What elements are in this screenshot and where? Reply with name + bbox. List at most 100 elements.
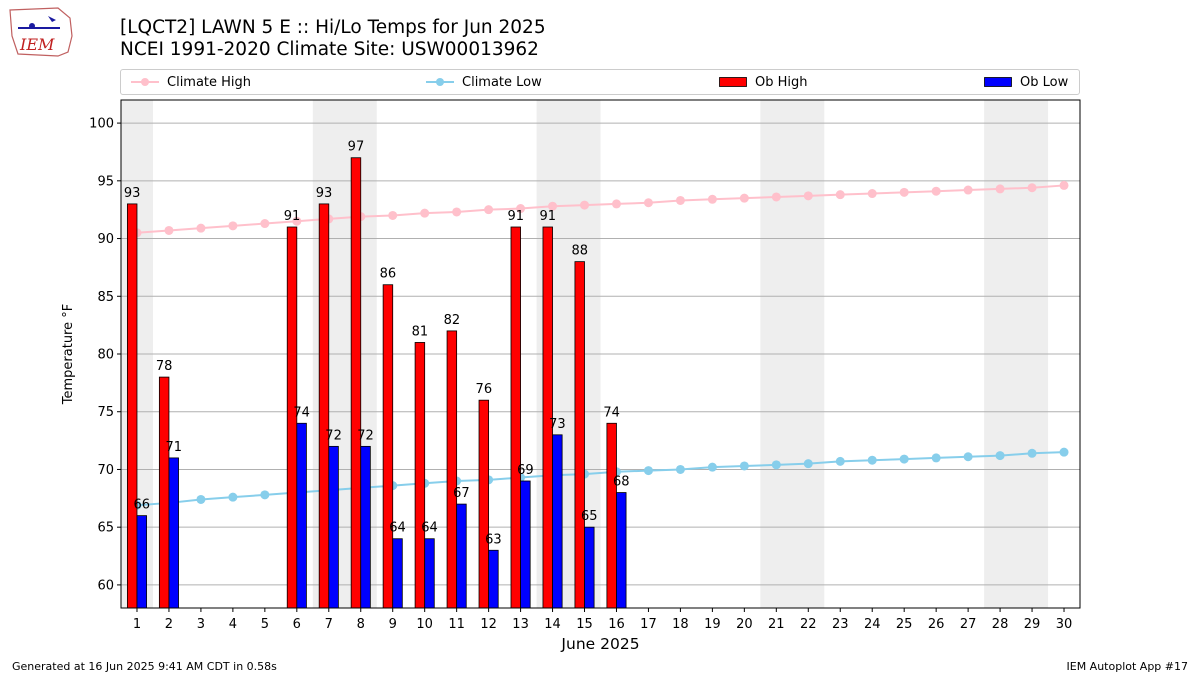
generated-timestamp: Generated at 16 Jun 2025 9:41 AM CDT in … (12, 660, 277, 673)
climate-high-point (516, 204, 526, 214)
ob-low-bar (584, 526, 595, 609)
ob-high-bar-label: 81 (412, 324, 429, 339)
ob-low-bar (520, 480, 531, 609)
x-tick-label: 11 (448, 617, 465, 632)
x-tick-label: 24 (864, 617, 881, 632)
climate-high-point (452, 207, 462, 217)
ob-low-bar-label: 72 (357, 428, 374, 443)
x-tick-label: 19 (704, 617, 721, 632)
ob-high-bar-label: 86 (380, 267, 397, 282)
ob-high-bar-label: 91 (284, 209, 301, 224)
ob-high-bar (478, 399, 490, 609)
x-tick-label: 8 (357, 617, 365, 632)
x-tick-label: 25 (896, 617, 913, 632)
ob-high-bar (318, 203, 330, 609)
climate-low-point (867, 455, 877, 465)
climate-high-point (675, 195, 685, 205)
ob-high-bar-label: 91 (539, 209, 556, 224)
climate-high-point (803, 191, 813, 201)
plot-frame (120, 99, 1081, 609)
ob-high-bar-label: 76 (476, 382, 493, 397)
climate-high-point (196, 223, 206, 233)
autoplot-app-label: IEM Autoplot App #17 (1066, 660, 1189, 673)
ob-high-bar (350, 157, 362, 609)
legend-label: Climate Low (462, 74, 542, 90)
climate-high-point (228, 221, 238, 231)
ob-low-bar-label: 73 (549, 417, 566, 432)
ob-high-bar-label: 97 (348, 140, 365, 155)
ob-high-bar-label: 93 (316, 186, 333, 201)
y-axis-label: Temperature °F (61, 304, 76, 405)
ob-high-bar-swatch (719, 77, 747, 87)
x-tick-label: 27 (960, 617, 977, 632)
y-tick-label: 70 (97, 463, 114, 478)
y-tick-label: 95 (97, 174, 114, 189)
climate-high-point (484, 205, 494, 215)
x-tick-label: 17 (640, 617, 657, 632)
ob-high-bar-label: 78 (156, 359, 173, 374)
chart-legend: Climate High Climate Low Ob High Ob Low (120, 69, 1080, 95)
climate-low-point (739, 461, 749, 471)
x-tick-label: 26 (928, 617, 945, 632)
ob-high-bar (382, 284, 394, 609)
ob-low-bar-label: 67 (453, 486, 470, 501)
climate-high-point (771, 192, 781, 202)
x-tick-label: 21 (768, 617, 785, 632)
climate-low-point (771, 460, 781, 470)
svg-text:IEM: IEM (19, 35, 55, 54)
climate-high-line (136, 184, 1065, 234)
y-tick-label: 65 (97, 521, 114, 536)
y-tick-label: 85 (97, 290, 114, 305)
x-tick-label: 13 (512, 617, 529, 632)
ob-low-bar (552, 434, 563, 609)
x-tick-label: 12 (480, 617, 497, 632)
ob-low-bar-label: 66 (134, 498, 151, 513)
climate-low-point (1027, 448, 1037, 458)
ob-high-bar (574, 261, 585, 609)
climate-low-point (260, 490, 270, 500)
ob-low-bar-label: 65 (581, 509, 598, 524)
climate-low-point (963, 452, 973, 462)
x-tick-label: 2 (165, 617, 173, 632)
x-tick-label: 10 (416, 617, 433, 632)
ob-high-bar-label: 88 (571, 244, 588, 259)
chart-subtitle: NCEI 1991-2020 Climate Site: USW00013962 (120, 39, 539, 60)
x-tick-label: 4 (229, 617, 237, 632)
climate-high-point (164, 225, 174, 235)
x-tick-label: 29 (1024, 617, 1041, 632)
ob-high-bar (414, 342, 426, 609)
ob-low-bar (456, 503, 467, 609)
climate-low-point (675, 464, 685, 474)
x-tick-label: 30 (1056, 617, 1073, 632)
climate-high-point (548, 201, 558, 211)
x-tick-label: 23 (832, 617, 849, 632)
iem-logo: IEM (9, 7, 73, 57)
ob-low-bar-label: 64 (421, 521, 438, 536)
climate-low-point (228, 492, 238, 502)
ob-high-bar-label: 82 (444, 313, 461, 328)
climate-high-point (995, 184, 1005, 194)
x-tick-label: 5 (261, 617, 269, 632)
legend-item-climate-low: Climate Low (426, 70, 542, 94)
y-tick-label: 100 (89, 117, 114, 132)
ob-low-bar-label: 72 (325, 428, 342, 443)
y-tick-label: 90 (97, 232, 114, 247)
climate-low-point (899, 454, 909, 464)
x-tick-label: 6 (293, 617, 301, 632)
climate-high-point (835, 190, 845, 200)
legend-item-climate-high: Climate High (131, 70, 251, 94)
x-tick-label: 7 (325, 617, 333, 632)
legend-label: Ob Low (1020, 74, 1069, 90)
ob-low-bar-label: 71 (165, 440, 182, 455)
x-tick-label: 28 (992, 617, 1009, 632)
ob-high-bar (606, 422, 617, 609)
climate-low-point (931, 453, 941, 463)
legend-item-ob-low: Ob Low (984, 70, 1068, 94)
ob-low-bar (424, 538, 435, 609)
ob-low-bar (392, 538, 403, 609)
x-tick-label: 14 (544, 617, 561, 632)
climate-low-point (835, 456, 845, 466)
climate-high-line-swatch (131, 78, 159, 86)
x-tick-label: 1 (133, 617, 141, 632)
